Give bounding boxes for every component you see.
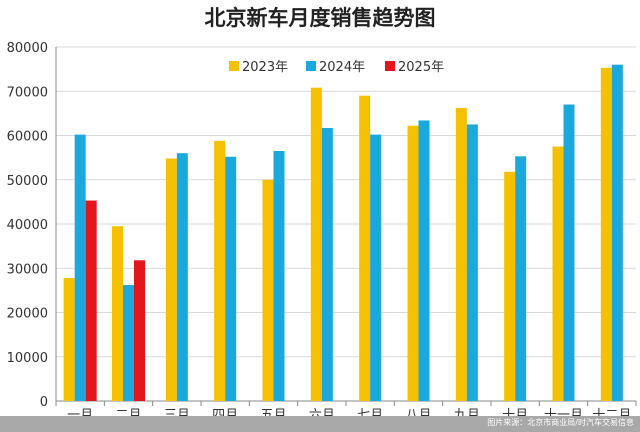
- bar-2024年-三月: [176, 153, 188, 401]
- bar-2023年-八月: [407, 125, 419, 401]
- bars: [63, 64, 623, 402]
- bar-2024年-一月: [74, 134, 86, 402]
- bar-2024年-十月: [515, 156, 527, 401]
- y-tick-label: 50000: [7, 174, 48, 189]
- bar-2024年-二月: [123, 285, 134, 401]
- bar-2025年-二月: [134, 260, 145, 401]
- legend-label: 2025年: [398, 60, 444, 75]
- legend-swatch: [385, 61, 395, 71]
- y-tick-label: 0: [40, 395, 48, 410]
- bar-2023年-一月: [63, 277, 75, 401]
- source-watermark: 图片来源：北京市商业局/时汽车交易信息: [487, 418, 634, 427]
- bar-2023年-六月: [310, 87, 322, 402]
- bar-2025年-一月: [85, 200, 97, 401]
- bar-2023年-四月: [214, 140, 226, 401]
- legend-label: 2024年: [319, 60, 365, 75]
- footer-bar: [0, 416, 640, 432]
- bar-2023年-十一月: [552, 146, 564, 401]
- bar-2024年-九月: [466, 124, 478, 401]
- bar-2024年-十一月: [563, 104, 575, 402]
- y-tick-label: 70000: [7, 85, 48, 100]
- gridlines: [56, 46, 636, 358]
- y-tick-label: 60000: [7, 130, 48, 145]
- bar-2024年-十二月: [611, 64, 623, 401]
- bar-2023年-七月: [359, 95, 371, 402]
- bar-2024年-七月: [370, 134, 382, 402]
- legend-swatch: [229, 61, 239, 71]
- legend-swatch: [306, 61, 316, 71]
- bar-2024年-八月: [418, 120, 430, 401]
- legend-label: 2023年: [242, 60, 288, 75]
- chart-title: 北京新车月度销售趋势图: [204, 6, 436, 30]
- bar-2024年-六月: [321, 127, 333, 401]
- y-tick-label: 40000: [7, 218, 48, 233]
- bar-2024年-五月: [273, 150, 285, 401]
- axes: [55, 47, 637, 406]
- bar-2023年-二月: [112, 226, 123, 401]
- y-tick-label: 30000: [7, 262, 48, 277]
- bar-2023年-九月: [455, 108, 467, 401]
- legend: 2023年 2024年 2025年: [229, 60, 444, 75]
- y-tick-label: 20000: [7, 307, 48, 322]
- y-tick-label: 10000: [7, 351, 48, 366]
- bar-2023年-十月: [504, 171, 516, 401]
- bar-2023年-三月: [165, 158, 177, 401]
- bar-2023年-五月: [262, 179, 274, 401]
- y-tick-label: 80000: [7, 41, 48, 56]
- bar-2024年-四月: [225, 156, 237, 401]
- bar-2023年-十二月: [600, 67, 612, 402]
